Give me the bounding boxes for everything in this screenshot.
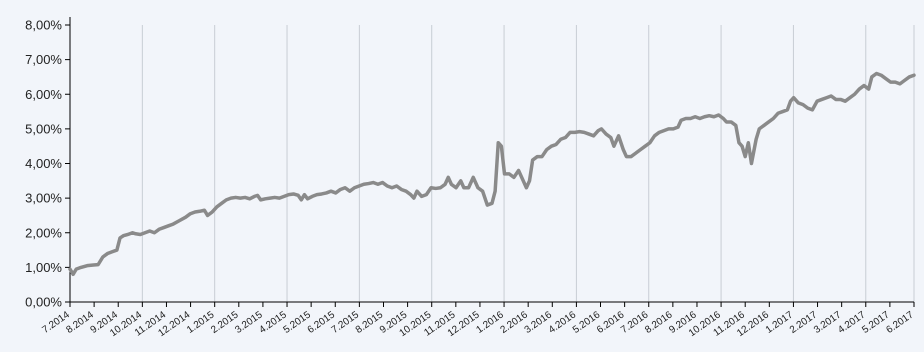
series (68, 71, 916, 277)
series-line (68, 71, 916, 277)
y-tick-label: 0,00% (25, 295, 62, 310)
y-tick-labels: 0,00% 1,00% 2,00% 3,00% 4,00% 5,00% 6,00% 7,00%… (25, 18, 62, 310)
y-tick-label: 5,00% (25, 121, 62, 136)
y-tick-label: 8,00% (25, 18, 62, 33)
gridlines (141, 25, 915, 302)
y-tick-label: 3,00% (25, 191, 62, 206)
y-tick-label: 1,00% (25, 260, 62, 275)
y-tick-label: 4,00% (25, 156, 62, 171)
x-tick-label: 6.2017 (884, 309, 916, 336)
y-tick-label: 7,00% (25, 52, 62, 67)
y-tick-label: 6,00% (25, 87, 62, 102)
x-tick-labels: 7.20148.20149.201410.201411.201412.20141… (40, 309, 916, 339)
y-tick-label: 2,00% (25, 225, 62, 240)
axes (65, 17, 915, 307)
